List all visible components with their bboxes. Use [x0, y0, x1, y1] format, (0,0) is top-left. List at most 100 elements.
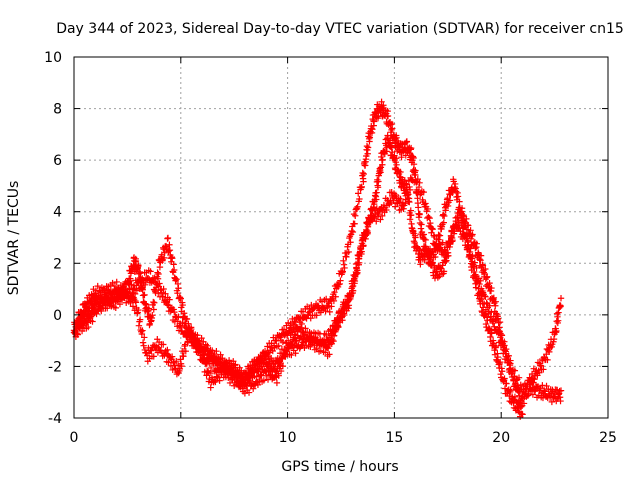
data-point [263, 349, 271, 357]
data-point [166, 241, 173, 248]
data-point [416, 210, 423, 218]
data-point [193, 336, 201, 343]
data-point [288, 351, 295, 359]
data-point [328, 303, 335, 310]
data-point [492, 343, 500, 351]
data-point [519, 411, 526, 418]
data-point [225, 357, 233, 364]
data-point [477, 252, 485, 259]
data-point [482, 265, 489, 273]
data-point [170, 261, 177, 268]
data-point [514, 387, 521, 394]
data-point [473, 240, 480, 247]
data-point [356, 195, 363, 203]
data-point [170, 266, 178, 274]
data-point [389, 125, 396, 132]
data-point [492, 317, 499, 324]
data-point [239, 385, 246, 392]
data-point [345, 304, 352, 312]
data-point [126, 286, 133, 293]
data-point [187, 324, 195, 331]
data-point [116, 300, 124, 308]
data-point [359, 243, 367, 250]
data-point [397, 168, 404, 176]
data-point [510, 376, 517, 384]
data-point [444, 242, 451, 250]
data-point [198, 334, 205, 342]
data-point [410, 160, 418, 168]
data-point [439, 239, 446, 246]
data-point [351, 220, 358, 227]
data-point [280, 326, 288, 333]
plot-frame [73, 56, 609, 419]
data-point [160, 341, 167, 348]
data-point [520, 400, 528, 407]
data-point [397, 195, 404, 203]
data-point [360, 178, 367, 185]
data-point [342, 300, 350, 308]
x-axis-ticks: 0 5 10 15 20 25 [70, 57, 617, 446]
data-point [407, 211, 415, 219]
data-point [166, 296, 173, 303]
x-tick-label: 15 [385, 430, 403, 446]
data-point [448, 238, 456, 245]
data-point [151, 299, 158, 306]
data-point [440, 211, 447, 218]
data-point [329, 336, 336, 344]
data-point [370, 118, 378, 125]
data-point [231, 362, 239, 369]
data-point [269, 347, 276, 355]
data-point [535, 369, 543, 376]
data-point [362, 235, 369, 243]
data-point [507, 360, 514, 367]
data-point [135, 306, 142, 314]
data-point [149, 312, 156, 319]
data-point [326, 308, 333, 316]
data-point [544, 356, 551, 364]
data-point [490, 313, 497, 320]
data-point [392, 155, 400, 162]
data-point [132, 299, 140, 306]
data-point [183, 315, 191, 323]
data-point [384, 112, 392, 120]
data-point [331, 288, 338, 296]
grid-lines [74, 57, 608, 418]
data-point [120, 284, 127, 292]
data-point [245, 389, 253, 396]
data-point [446, 197, 454, 204]
y-axis-ticks: -4 -2 0 2 4 6 8 10 [44, 50, 608, 427]
data-point [386, 137, 394, 144]
data-point [469, 231, 476, 238]
data-point [378, 212, 386, 220]
data-point [411, 239, 418, 247]
data-point [178, 362, 185, 370]
data-point [377, 216, 384, 223]
data-point [412, 234, 419, 241]
x-axis-label: GPS time / hours [281, 459, 398, 475]
data-point [425, 213, 432, 221]
y-tick-label: 6 [53, 153, 62, 169]
data-point [483, 273, 491, 280]
data-point [355, 190, 362, 197]
data-point [298, 324, 305, 331]
data-point [493, 357, 501, 365]
data-point [488, 330, 495, 337]
data-point [416, 219, 424, 227]
data-point [136, 316, 144, 323]
data-point [78, 324, 86, 331]
data-point [206, 369, 214, 377]
data-point [507, 387, 514, 394]
data-point [454, 193, 462, 200]
data-point [184, 339, 191, 346]
data-point [202, 347, 209, 354]
data-point [360, 170, 367, 178]
data-point [456, 198, 463, 205]
data-point [432, 253, 439, 261]
y-tick-label: -4 [48, 411, 62, 427]
data-point [97, 306, 105, 313]
data-point [162, 290, 169, 297]
data-point [85, 323, 92, 331]
data-point [503, 380, 510, 387]
data-point [198, 345, 205, 352]
data-point [424, 205, 432, 213]
